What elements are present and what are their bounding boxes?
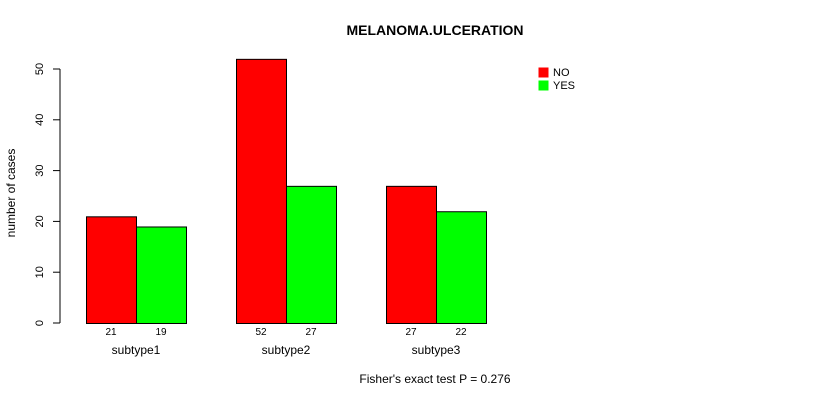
legend-label-no: NO	[553, 67, 570, 79]
bar-value-label: 22	[455, 327, 467, 338]
bar-subtype1-no	[86, 216, 137, 325]
category-label-subtype2: subtype2	[262, 343, 311, 357]
bar-value-label: 19	[155, 327, 167, 338]
bar-value-label: 21	[105, 327, 117, 338]
y-tick-label: 10	[34, 266, 46, 278]
bar-value-label: 27	[305, 327, 317, 338]
bar-subtype3-no	[386, 185, 437, 324]
legend-swatch-yes	[538, 80, 549, 91]
y-tick-label: 50	[34, 63, 46, 75]
y-axis-label: number of cases	[4, 149, 18, 238]
bar-subtype3-yes	[436, 211, 487, 325]
bar-subtype2-yes	[286, 185, 337, 324]
y-tick-label: 30	[34, 164, 46, 176]
legend-label-yes: YES	[553, 80, 575, 92]
y-axis: 0 10 20 30 40 50	[34, 63, 61, 326]
y-tick-label: 40	[34, 114, 46, 126]
y-tick-label: 0	[34, 320, 46, 326]
bar-subtype2-no	[236, 58, 287, 325]
legend-swatch-no	[538, 67, 549, 78]
chart-title: MELANOMA.ULCERATION	[346, 22, 523, 38]
category-label-subtype3: subtype3	[412, 343, 461, 357]
bar-value-label: 52	[255, 327, 267, 338]
y-tick-label: 20	[34, 215, 46, 227]
bar-value-label: 27	[405, 327, 417, 338]
bars-group: 21 19 subtype1 52 27 subtype2 27 22 subtype3	[86, 58, 487, 357]
category-label-subtype1: subtype1	[112, 343, 161, 357]
fisher-test-footnote: Fisher's exact test P = 0.276	[359, 372, 510, 386]
bar-subtype1-yes	[136, 226, 187, 324]
